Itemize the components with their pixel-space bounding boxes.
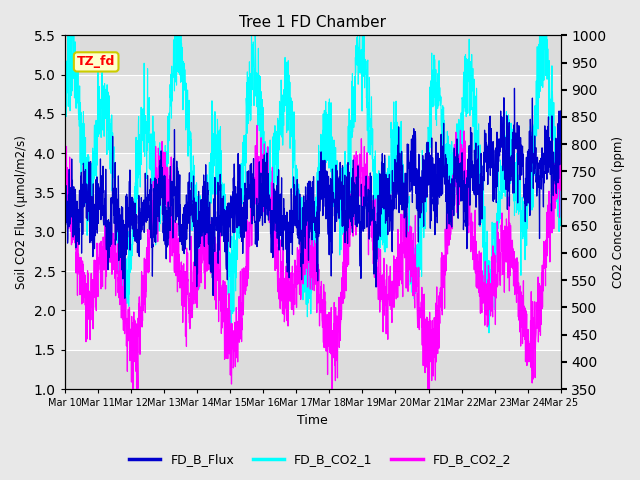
Title: Tree 1 FD Chamber: Tree 1 FD Chamber [239,15,387,30]
Bar [65,350,561,389]
Bar [65,271,561,311]
Legend: FD_B_Flux, FD_B_CO2_1, FD_B_CO2_2: FD_B_Flux, FD_B_CO2_1, FD_B_CO2_2 [124,448,516,471]
Bar [65,192,561,232]
Bar [65,153,561,192]
Bar [65,36,561,74]
Bar [65,232,561,271]
X-axis label: Time: Time [298,414,328,427]
Bar [65,311,561,350]
Bar [65,74,561,114]
Y-axis label: Soil CO2 Flux (μmol/m2/s): Soil CO2 Flux (μmol/m2/s) [15,135,28,289]
Y-axis label: CO2 Concentration (ppm): CO2 Concentration (ppm) [612,136,625,288]
Text: TZ_fd: TZ_fd [77,55,115,68]
Bar [65,114,561,153]
